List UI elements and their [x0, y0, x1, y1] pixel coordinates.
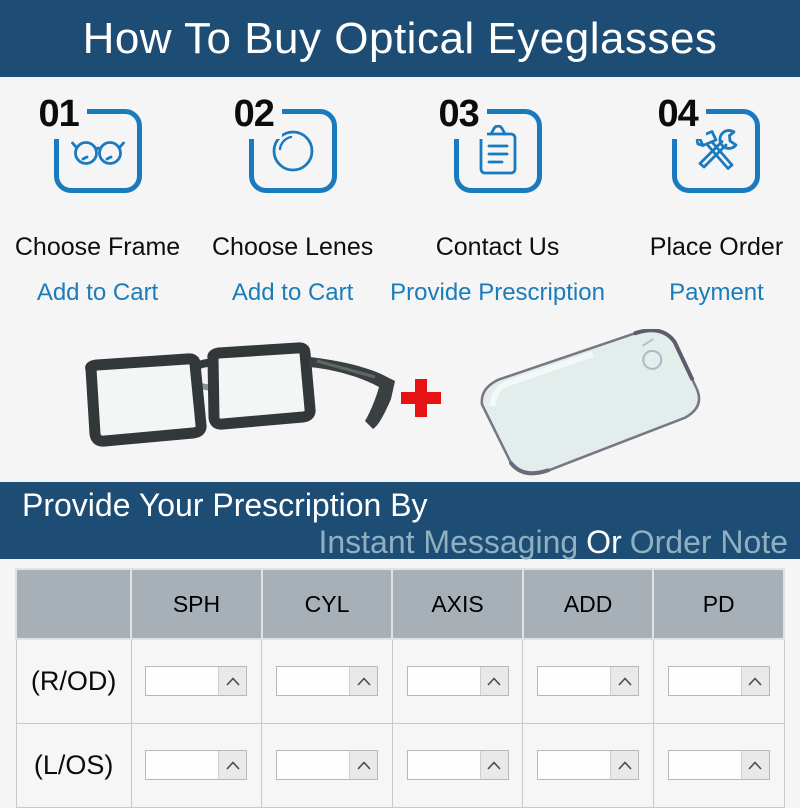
step-2-head: 02 [218, 95, 368, 207]
step-place-order: 04 Place Order Payment [619, 95, 800, 307]
rod-add-spinner[interactable] [537, 666, 640, 697]
step-1-head: 01 [23, 95, 173, 207]
steps-section: 01 Choose Frame Add to Cart 02 [0, 77, 800, 307]
step-4-title: Place Order [649, 233, 784, 261]
chevron-up-icon[interactable] [349, 751, 377, 779]
or-text: Or [586, 523, 622, 560]
rod-cyl-spinner[interactable] [276, 666, 378, 697]
cell-los-pd [652, 722, 785, 808]
cell-los-sph [130, 722, 263, 808]
chevron-up-icon[interactable] [479, 751, 508, 779]
col-header-cyl: CYL [260, 568, 394, 640]
rod-sph-input[interactable] [146, 667, 219, 696]
col-header-pd: PD [652, 568, 785, 640]
eyeglass-frame-photo [85, 342, 395, 447]
lens-photo [480, 329, 701, 476]
step-3-subtitle: Provide Prescription [390, 279, 605, 306]
rod-add-input[interactable] [538, 667, 611, 696]
table-row-left-eye: (L/OS) [15, 722, 785, 808]
clipboard-icon [479, 125, 516, 175]
chevron-up-icon[interactable] [610, 667, 639, 696]
rod-axis-input[interactable] [407, 667, 480, 696]
how-to-buy-banner: How To Buy Optical Eyeglasses [0, 0, 800, 77]
row-label-rod: (R/OD) [15, 638, 132, 724]
step-choose-lenses: 02 Choose Lenes Add to Cart [195, 95, 390, 307]
lens-icon [272, 130, 314, 172]
step-1-title: Choose Frame [14, 233, 181, 261]
los-axis-input[interactable] [407, 751, 480, 779]
col-header-add: ADD [521, 568, 655, 640]
chevron-up-icon[interactable] [740, 667, 769, 696]
step-2-subtitle: Add to Cart [231, 279, 354, 306]
cell-rod-cyl [261, 638, 393, 724]
step-4-subtitle: Payment [669, 279, 764, 306]
header-row: SPH CYL AXIS ADD PD [14, 568, 785, 640]
chevron-up-icon[interactable] [479, 667, 508, 696]
row-label-los: (L/OS) [15, 722, 132, 808]
los-cyl-input[interactable] [277, 751, 349, 779]
cell-rod-axis [391, 638, 524, 724]
step-3-box [453, 109, 542, 193]
rod-cyl-input[interactable] [277, 667, 349, 696]
los-pd-input[interactable] [668, 751, 741, 779]
method-order-note: Order Note [629, 523, 788, 560]
products-strip [0, 327, 800, 479]
los-add-input[interactable] [538, 751, 611, 779]
step-4-number: 04 [657, 95, 706, 139]
rod-pd-input[interactable] [668, 667, 741, 696]
plus-icon [401, 379, 441, 417]
cell-rod-add [522, 638, 654, 724]
table-row-right-eye: (R/OD) [15, 638, 785, 724]
step-choose-frame: 01 Choose Frame Add to Cart [0, 95, 195, 307]
step-1-number: 01 [38, 95, 87, 139]
col-header-sph: SPH [130, 568, 263, 640]
prescription-banner-line1: Provide Your Prescription By [22, 487, 428, 523]
cell-los-cyl [261, 722, 393, 808]
cell-rod-sph [130, 638, 263, 724]
prescription-banner-line2: Instant Messaging Or Order Note [22, 524, 788, 561]
page-title: How To Buy Optical Eyeglasses [82, 13, 718, 63]
cell-los-axis [391, 722, 524, 808]
prescription-table-wrap: SPH CYL AXIS ADD PD (R/OD) (L/OS) [0, 559, 800, 808]
step-3-title: Contact Us [435, 233, 560, 261]
step-3-number: 03 [438, 95, 487, 139]
rod-pd-spinner[interactable] [667, 666, 770, 697]
los-pd-spinner[interactable] [667, 750, 770, 780]
step-2-title: Choose Lenes [212, 233, 374, 261]
step-1-subtitle: Add to Cart [36, 279, 159, 306]
step-3-head: 03 [423, 95, 573, 207]
step-4-head: 04 [641, 95, 791, 207]
los-axis-spinner[interactable] [406, 750, 509, 780]
prescription-table: SPH CYL AXIS ADD PD (R/OD) (L/OS) [14, 568, 785, 808]
step-2-box [248, 109, 337, 193]
rod-sph-spinner[interactable] [145, 666, 248, 697]
step-1-box [53, 109, 142, 193]
los-add-spinner[interactable] [537, 750, 640, 780]
cell-rod-pd [652, 638, 785, 724]
los-cyl-spinner[interactable] [276, 750, 378, 780]
rod-axis-spinner[interactable] [406, 666, 509, 697]
step-contact-us: 03 Contact Us Provide Prescription [390, 95, 605, 307]
chevron-up-icon[interactable] [610, 751, 639, 779]
chevron-up-icon[interactable] [740, 751, 769, 779]
method-instant-messaging: Instant Messaging [318, 523, 579, 560]
prescription-banner: Provide Your Prescription By Instant Mes… [0, 482, 800, 561]
chevron-up-icon[interactable] [218, 667, 247, 696]
col-header-axis: AXIS [391, 568, 524, 640]
los-sph-input[interactable] [146, 751, 219, 779]
cell-los-add [522, 722, 654, 808]
step-2-number: 02 [233, 95, 282, 139]
los-sph-spinner[interactable] [145, 750, 248, 780]
chevron-up-icon[interactable] [349, 667, 377, 696]
corner-header [14, 568, 133, 640]
chevron-up-icon[interactable] [218, 751, 247, 779]
glasses-icon [70, 141, 125, 165]
